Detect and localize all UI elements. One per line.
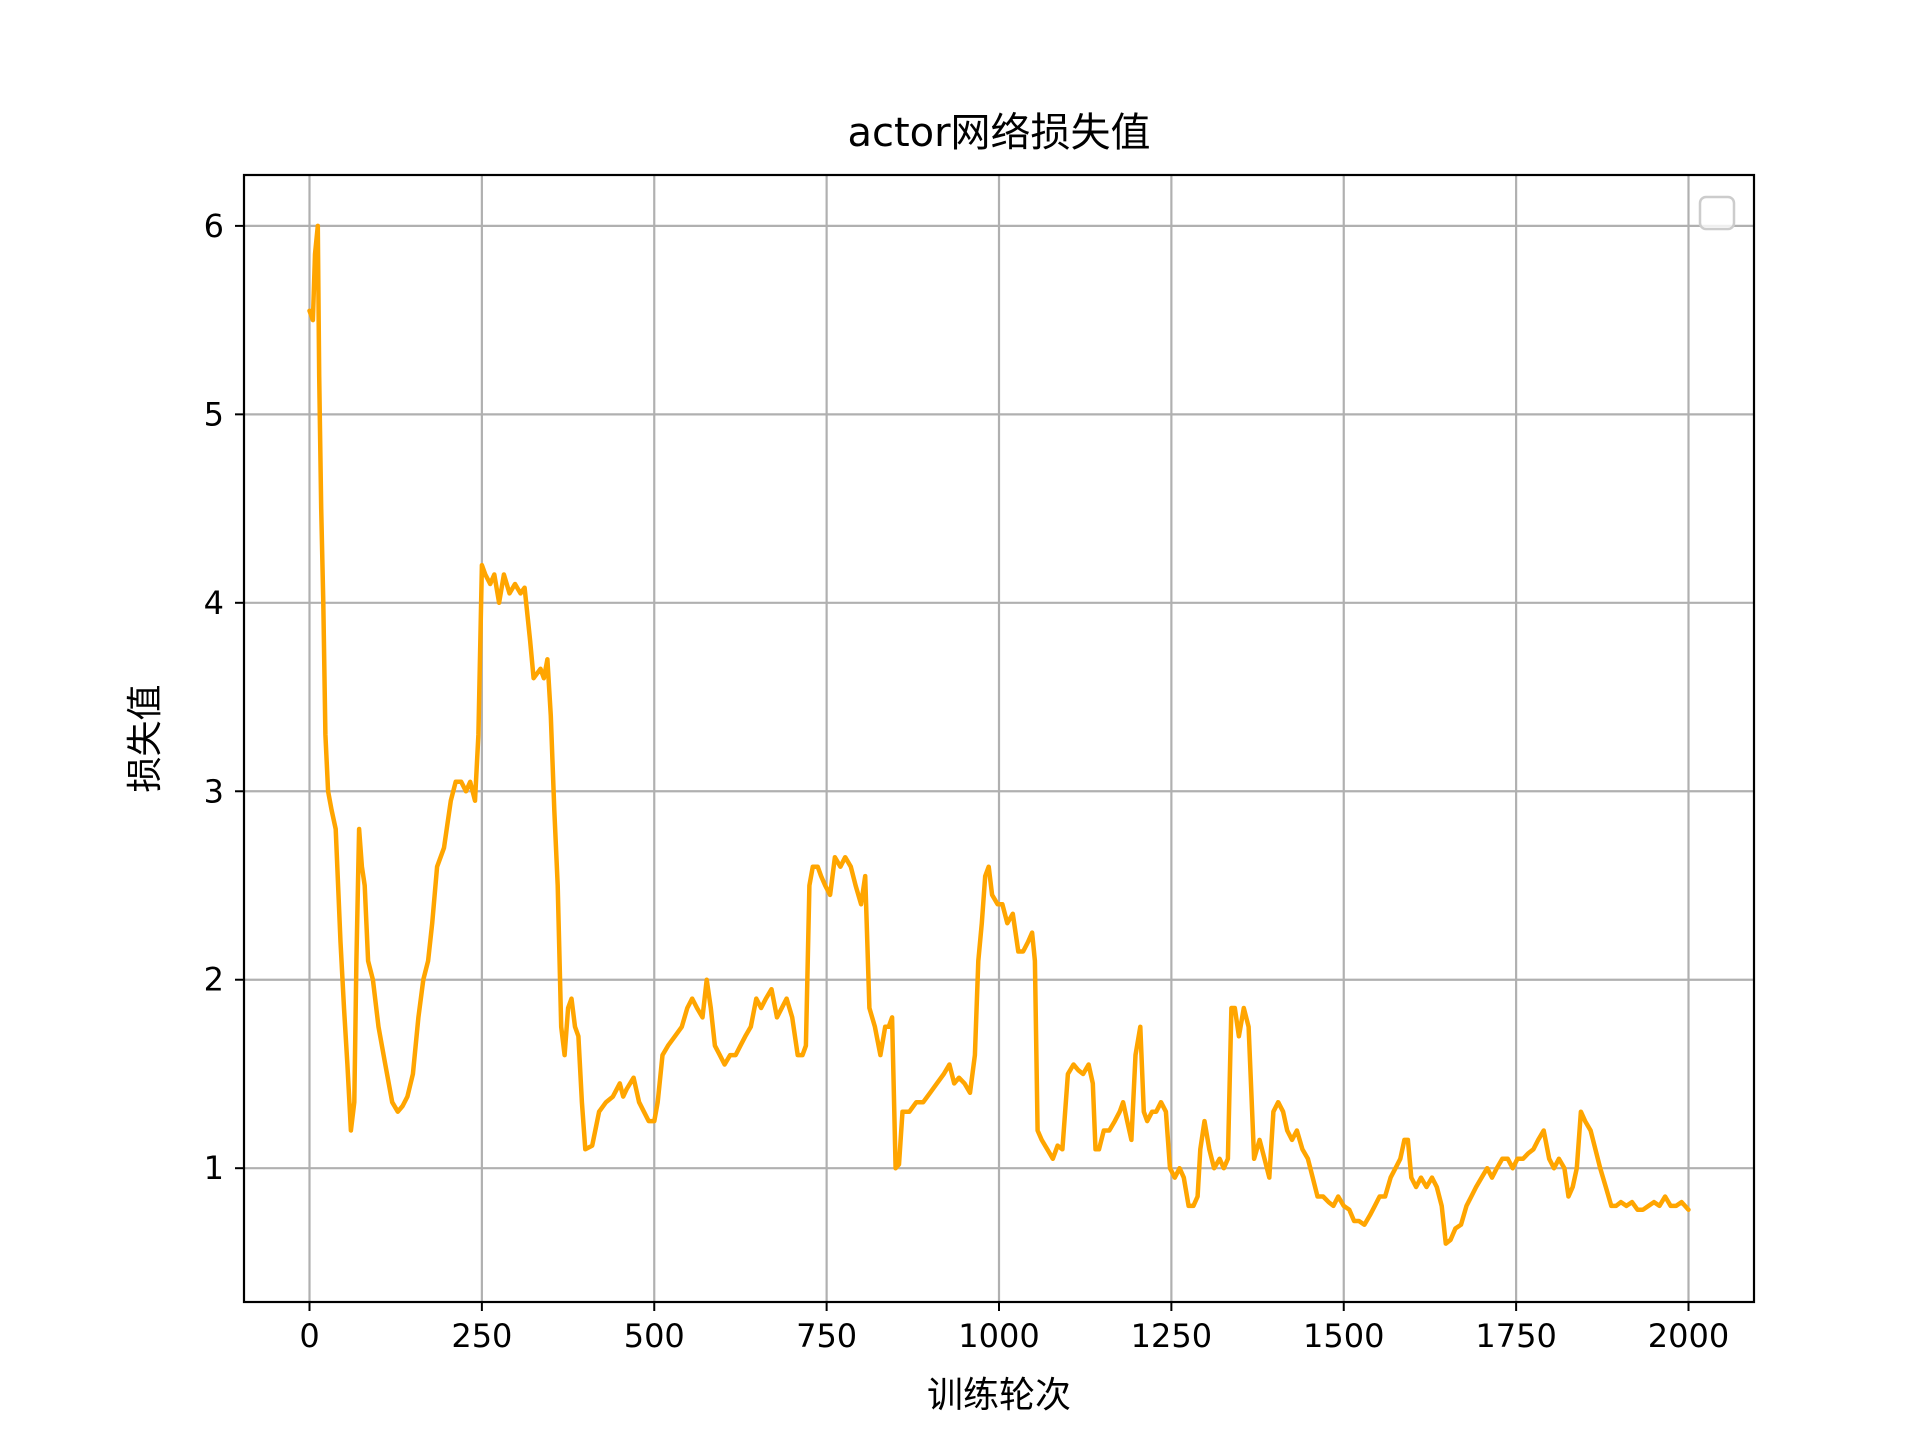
plot-area: 0 250 500 750 1000 1250 1500 1750 2000 1 2 3 4 5 6: [204, 173, 1756, 1355]
y-tick-label: 4: [204, 584, 224, 622]
x-axis-ticks: 0 250 500 750 1000 1250 1500 1750 2000: [299, 1302, 1729, 1355]
y-tick-label: 2: [204, 961, 224, 999]
x-tick-label: 1750: [1475, 1317, 1556, 1355]
y-axis-ticks: 1 2 3 4 5 6: [204, 207, 244, 1187]
x-tick-label: 750: [796, 1317, 857, 1355]
y-axis-label: 损失值: [125, 684, 166, 792]
y-tick-label: 5: [204, 395, 224, 433]
chart-title: actor网络损失值: [847, 110, 1150, 156]
y-tick-label: 1: [204, 1149, 224, 1187]
legend-box: [1698, 195, 1736, 231]
x-axis-label: 训练轮次: [927, 1375, 1071, 1416]
y-tick-label: 6: [204, 207, 224, 245]
x-tick-label: 0: [299, 1317, 319, 1355]
x-tick-label: 1000: [958, 1317, 1039, 1355]
x-tick-label: 2000: [1648, 1317, 1729, 1355]
x-tick-label: 1250: [1131, 1317, 1212, 1355]
y-tick-label: 3: [204, 772, 224, 810]
x-tick-label: 1500: [1303, 1317, 1384, 1355]
x-tick-label: 500: [624, 1317, 685, 1355]
x-tick-label: 250: [451, 1317, 512, 1355]
series-line: [307, 223, 1691, 1246]
grid: [244, 175, 1754, 1302]
